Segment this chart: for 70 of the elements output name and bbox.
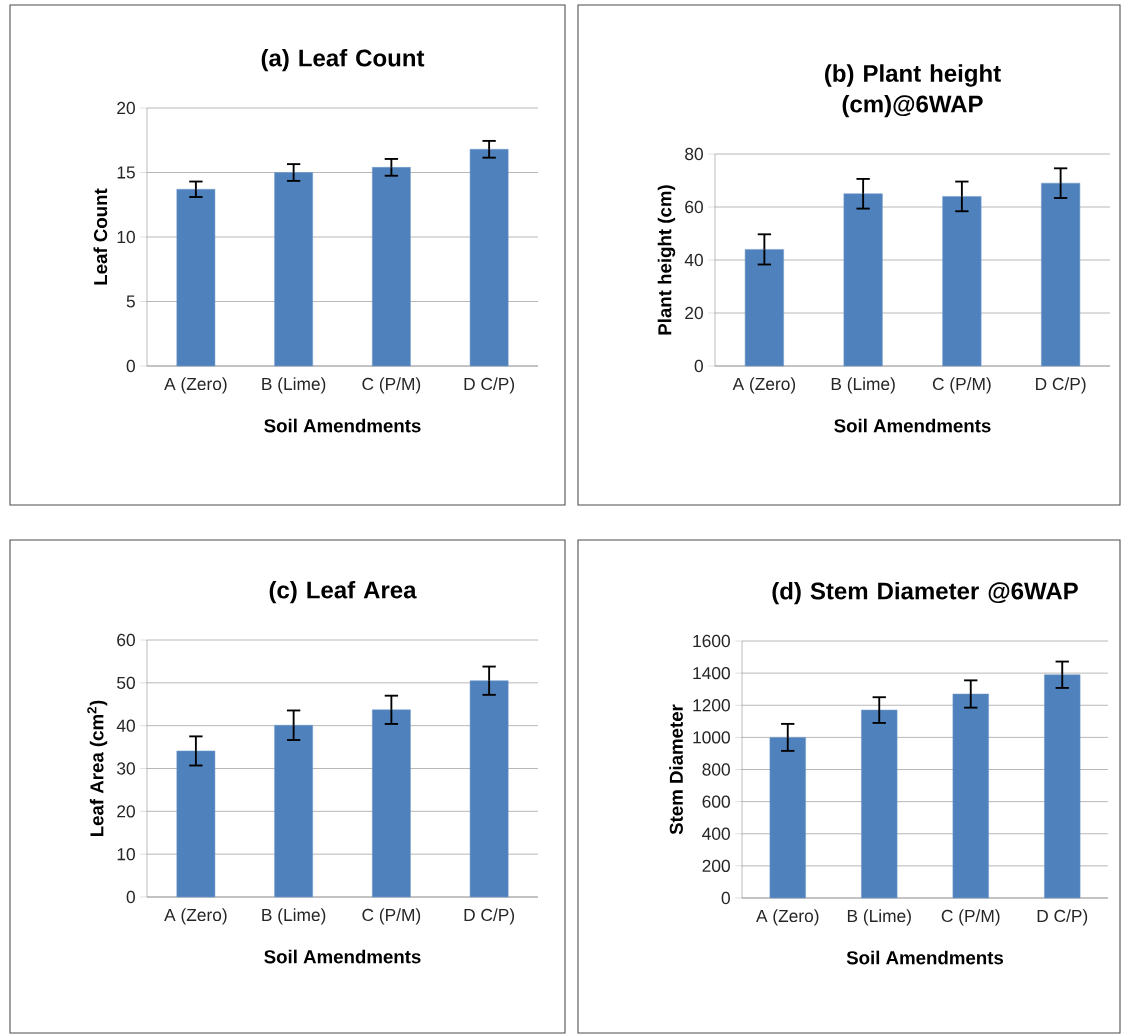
bar <box>469 680 509 898</box>
x-tick-label: A (Zero) <box>756 909 819 926</box>
x-tick-label: D C/P) <box>1036 377 1086 394</box>
y-tick-label: 60 <box>117 633 135 647</box>
bar <box>942 196 982 367</box>
y-axis-title: Leaf Area (cm$^{2}$) <box>87 700 108 837</box>
y-tick-label: 30 <box>117 762 135 775</box>
x-tick-label: B (Lime) <box>847 909 911 926</box>
bar <box>843 193 883 367</box>
bar <box>1044 674 1081 899</box>
x-tick-label: D C/P) <box>1037 909 1088 926</box>
y-tick-label: 5 <box>126 295 135 308</box>
y-tick-label: 80 <box>685 147 703 161</box>
y-axis-title: Stem Diameter <box>669 704 683 835</box>
x-tick-label: D C/P) <box>464 908 515 925</box>
y-tick-label: 20 <box>117 805 135 818</box>
x-tick-label: C (P/M) <box>932 377 991 394</box>
y-tick-label: 20 <box>117 101 135 115</box>
bar <box>744 249 784 367</box>
y-tick-label: 200 <box>702 859 730 873</box>
bar <box>769 737 806 899</box>
x-axis-title: Soil Amendments <box>264 418 421 433</box>
x-tick-label: A (Zero) <box>164 908 227 925</box>
y-tick-label: 10 <box>117 848 135 861</box>
bar <box>1041 182 1081 367</box>
x-tick-label: A (Zero) <box>164 377 227 394</box>
bar <box>372 709 411 898</box>
y-tick-label: 1000 <box>693 731 730 744</box>
x-tick-label: B (Lime) <box>262 908 326 925</box>
y-tick-label: 400 <box>702 827 730 840</box>
y-tick-label: 50 <box>117 676 135 689</box>
x-axis-title: Soil Amendments <box>846 950 1004 965</box>
bar <box>861 709 898 899</box>
bar <box>469 149 509 367</box>
x-tick-label: B (Lime) <box>262 377 326 394</box>
y-tick-label: 60 <box>685 200 703 214</box>
y-tick-label: 15 <box>117 166 135 179</box>
chart-title: (c) Leaf Area <box>269 580 417 604</box>
x-axis-title: Soil Amendments <box>834 418 991 433</box>
y-tick-label: 1200 <box>693 699 730 712</box>
y-axis-title: Leaf Count <box>93 188 108 285</box>
y-tick-label: 1400 <box>693 666 730 680</box>
y-tick-label: 20 <box>685 306 703 320</box>
bar <box>952 693 989 899</box>
y-tick-label: 0 <box>721 891 730 905</box>
y-tick-label: 0 <box>126 359 135 373</box>
y-tick-label: 1600 <box>693 634 730 648</box>
x-axis-title: Soil Amendments <box>264 949 421 964</box>
bar <box>274 724 313 898</box>
bar <box>372 167 411 367</box>
y-tick-label: 800 <box>702 763 730 776</box>
y-axis-title: Plant height (cm) <box>657 185 676 335</box>
x-tick-label: C (P/M) <box>362 908 421 925</box>
y-tick-label: 600 <box>702 795 730 808</box>
x-tick-label: A (Zero) <box>732 377 796 394</box>
x-tick-label: C (P/M) <box>941 909 1000 926</box>
bar <box>176 750 216 898</box>
y-tick-label: 10 <box>117 230 135 244</box>
bar <box>176 189 216 367</box>
chart-title: (d) Stem Diameter @6WAP <box>772 581 1078 605</box>
y-tick-label: 40 <box>684 253 703 267</box>
chart-title: (a) Leaf Count <box>261 48 425 72</box>
x-tick-label: D C/P) <box>464 377 515 394</box>
x-tick-label: B (Lime) <box>831 377 895 394</box>
bar <box>274 172 313 367</box>
y-tick-label: 0 <box>126 890 135 904</box>
y-tick-label: 40 <box>116 719 135 732</box>
x-tick-label: C (P/M) <box>362 377 421 394</box>
chart-title: (b) Plant height (cm)@6WAP <box>825 64 1001 118</box>
y-tick-label: 0 <box>694 359 703 373</box>
